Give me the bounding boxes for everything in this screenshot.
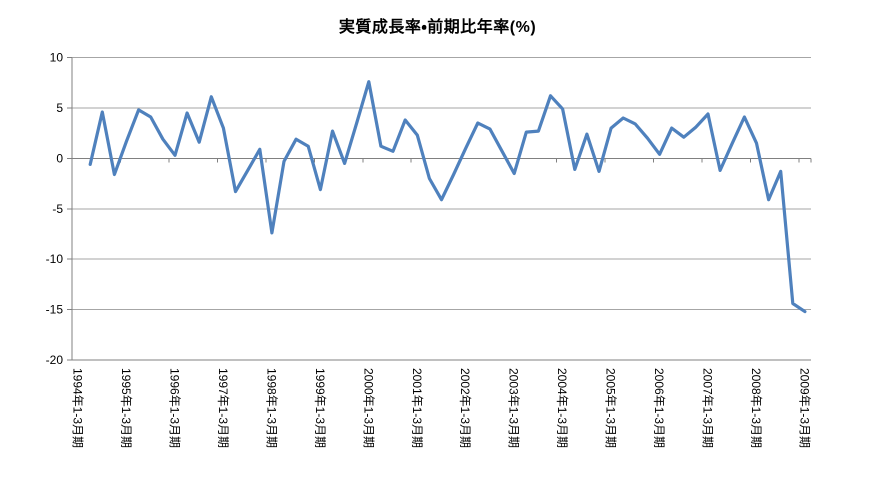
svg-text:2008年1-3月期: 2008年1-3月期	[749, 368, 763, 448]
y-axis-labels: 10 5 0 -5 -10 -15 -20	[46, 51, 64, 368]
svg-text:-15: -15	[46, 303, 64, 317]
svg-text:2009年1-3月期: 2009年1-3月期	[797, 368, 811, 448]
svg-text:5: 5	[56, 101, 63, 115]
svg-text:1998年1-3月期: 1998年1-3月期	[264, 368, 278, 448]
svg-text:2002年1-3月期: 2002年1-3月期	[458, 368, 472, 448]
svg-text:1999年1-3月期: 1999年1-3月期	[313, 368, 327, 448]
svg-text:2007年1-3月期: 2007年1-3月期	[701, 368, 715, 448]
svg-text:2003年1-3月期: 2003年1-3月期	[507, 368, 521, 448]
svg-text:-20: -20	[46, 353, 64, 367]
svg-text:2004年1-3月期: 2004年1-3月期	[555, 368, 569, 448]
svg-text:2000年1-3月期: 2000年1-3月期	[361, 368, 375, 448]
svg-text:-10: -10	[46, 252, 64, 266]
svg-text:10: 10	[50, 51, 64, 65]
chart-title: 実質成長率・前期比年率(%)	[338, 19, 537, 36]
svg-text:-5: -5	[52, 202, 63, 216]
axes	[67, 57, 812, 361]
svg-text:0: 0	[56, 151, 63, 165]
data-line	[88, 80, 807, 314]
svg-text:1996年1-3月期: 1996年1-3月期	[167, 368, 181, 448]
svg-text:1994年1-3月期: 1994年1-3月期	[71, 368, 85, 448]
svg-text:2005年1-3月期: 2005年1-3月期	[604, 368, 618, 448]
svg-text:2001年1-3月期: 2001年1-3月期	[410, 368, 424, 448]
gridlines	[72, 57, 811, 361]
svg-text:1997年1-3月期: 1997年1-3月期	[216, 368, 230, 448]
x-axis-labels: 1994年1-3月期 1995年1-3月期 1996年1-3月期 1997年1-3月期…	[71, 368, 812, 448]
svg-text:2006年1-3月期: 2006年1-3月期	[652, 368, 666, 448]
svg-text:1995年1-3月期: 1995年1-3月期	[119, 368, 133, 448]
